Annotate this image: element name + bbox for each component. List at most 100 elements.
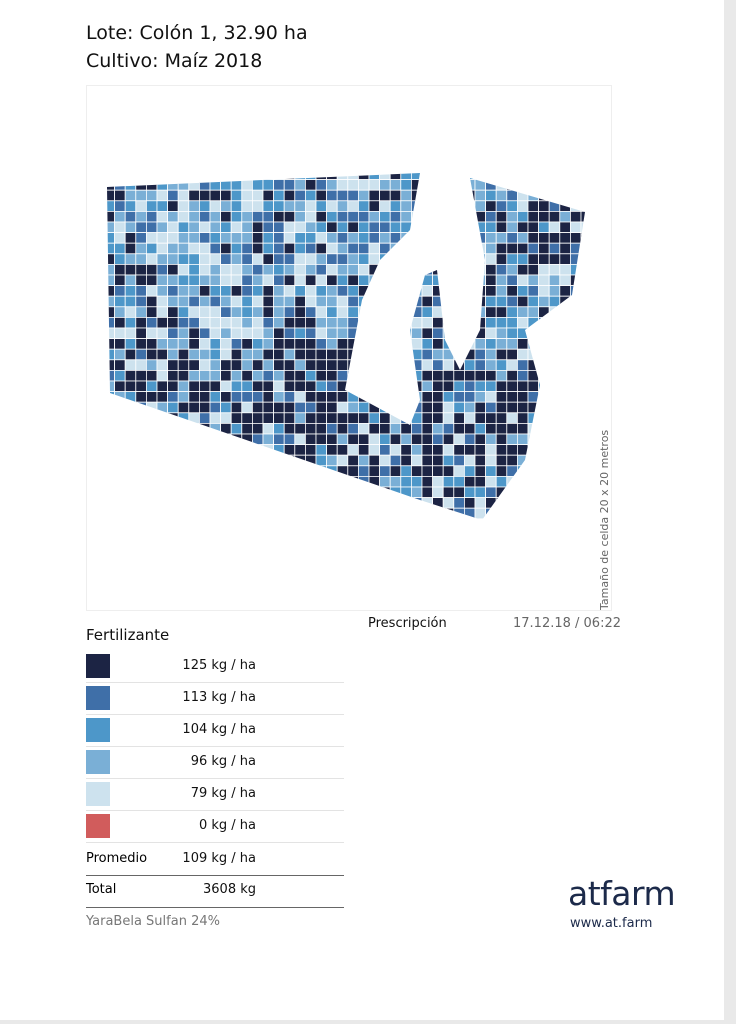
field-cell (283, 412, 296, 424)
field-cell (421, 486, 434, 499)
field-cell (432, 338, 444, 350)
field-cell (199, 391, 211, 403)
field-cell (262, 211, 275, 223)
field-cell (304, 316, 317, 329)
field-cell (273, 285, 285, 297)
field-cell (156, 327, 169, 340)
field-cell (347, 412, 359, 424)
field-cell (124, 327, 137, 340)
field-cell (188, 391, 200, 403)
field-cell (283, 179, 296, 191)
field-cell (156, 189, 169, 202)
field-cell (336, 422, 349, 435)
field-cell (283, 380, 296, 393)
field-cell (262, 242, 275, 255)
field-cell (368, 444, 381, 456)
field-cell (241, 391, 253, 403)
field-cell (485, 433, 497, 446)
field-cell (315, 348, 328, 361)
field-cell (156, 253, 169, 265)
field-cell (495, 348, 508, 361)
field-cell (527, 232, 540, 244)
field-cell (209, 359, 222, 371)
field-cell (304, 189, 317, 202)
field-cell (315, 242, 328, 255)
field-cell (442, 486, 455, 499)
field-cell (432, 454, 444, 467)
field-cell (357, 179, 370, 191)
average-label: Promedio (86, 851, 148, 866)
field-cell (495, 285, 508, 297)
field-cell (506, 189, 518, 202)
field-cell (516, 338, 529, 350)
field-cell (188, 285, 200, 297)
field-cell (177, 401, 190, 414)
field-cell (156, 242, 169, 255)
field-cell (326, 242, 338, 255)
field-cell (283, 253, 296, 265)
field-cell (389, 200, 402, 212)
field-cell (326, 253, 338, 265)
field-cell (400, 444, 412, 456)
field-cell (209, 221, 222, 234)
field-cell (251, 263, 264, 276)
field-cell (442, 433, 455, 446)
field-cell (230, 274, 243, 287)
field-cell (167, 211, 179, 223)
field-cell (209, 242, 222, 255)
legend-label: 113 kg / ha (182, 690, 256, 705)
field-cell (135, 380, 147, 393)
field-cell (146, 327, 158, 340)
field-cell (315, 327, 328, 340)
average-value: 109 kg / ha (182, 851, 256, 866)
field-cell (124, 253, 137, 265)
field-cell (114, 232, 126, 244)
field-cell (506, 232, 518, 244)
field-cell (114, 338, 126, 350)
legend-label: 0 kg / ha (198, 818, 256, 833)
field-cell (220, 232, 232, 244)
field-cell (326, 359, 338, 371)
field-cell (400, 475, 412, 488)
field-cell (410, 444, 423, 456)
field-cell (124, 211, 137, 223)
field-cell (114, 369, 126, 382)
brand-url[interactable]: www.at.farm (570, 916, 653, 931)
field-cell (188, 316, 200, 329)
field-cell (527, 263, 540, 276)
field-cell (135, 327, 147, 340)
field-cell (241, 232, 253, 244)
field-cell (326, 211, 338, 223)
field-cell (188, 295, 200, 308)
field-cell (548, 285, 561, 297)
total-value: 3608 kg (203, 882, 256, 897)
field-cell (167, 316, 179, 329)
field-cell (538, 274, 550, 287)
field-cell (506, 369, 518, 382)
field-cell (368, 211, 381, 223)
field-cell (516, 285, 529, 297)
field-cell (114, 263, 126, 276)
field-cell (241, 221, 253, 234)
field-cell (421, 348, 434, 361)
field-cell (304, 327, 317, 340)
field-cell (220, 401, 232, 414)
field-cell (548, 242, 561, 255)
average-row: Promedio 109 kg / ha (86, 843, 344, 876)
field-cell (347, 295, 359, 308)
field-cell (485, 200, 497, 212)
field-cell (241, 253, 253, 265)
field-cell (315, 295, 328, 308)
field-cell (146, 285, 158, 297)
field-cell (432, 401, 444, 414)
field-cell (146, 306, 158, 318)
field-cell (114, 306, 126, 318)
field-cell (304, 306, 317, 318)
field-cell (336, 285, 349, 297)
legend-swatch (86, 782, 110, 806)
field-cell (336, 348, 349, 361)
field-cell (188, 338, 200, 350)
field-cell (527, 211, 540, 223)
field-cell (538, 253, 550, 265)
field-cell (538, 200, 550, 212)
